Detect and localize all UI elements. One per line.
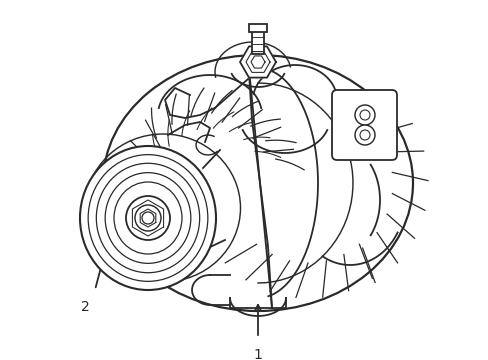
Text: 2: 2 xyxy=(81,300,89,314)
Ellipse shape xyxy=(80,146,216,290)
Circle shape xyxy=(142,212,154,224)
Ellipse shape xyxy=(103,55,412,311)
Text: 1: 1 xyxy=(253,348,262,360)
Circle shape xyxy=(126,196,170,240)
Circle shape xyxy=(359,130,369,140)
FancyBboxPatch shape xyxy=(331,90,396,160)
Circle shape xyxy=(354,105,374,125)
Circle shape xyxy=(354,125,374,145)
Circle shape xyxy=(135,205,161,231)
Circle shape xyxy=(359,110,369,120)
Bar xyxy=(248,24,266,32)
Polygon shape xyxy=(240,46,275,78)
Bar xyxy=(251,30,264,54)
